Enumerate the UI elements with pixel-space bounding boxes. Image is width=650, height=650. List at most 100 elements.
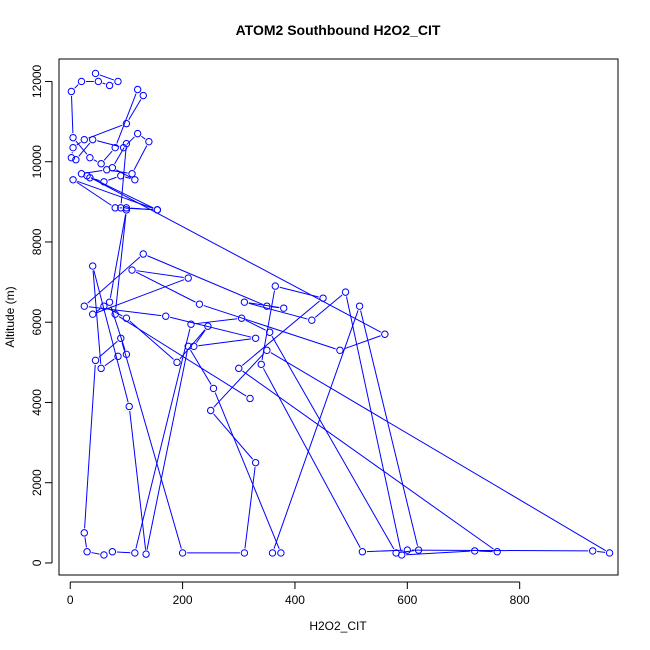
data-point	[133, 85, 142, 94]
data-point	[122, 350, 131, 359]
data-point	[100, 302, 108, 310]
series-segment	[74, 84, 79, 89]
data-point	[111, 204, 119, 212]
data-point	[80, 302, 88, 310]
y-tick-label: 10000	[30, 145, 44, 179]
series-segment	[91, 552, 100, 555]
data-point	[94, 77, 103, 86]
data-point	[206, 406, 215, 415]
series-segment	[245, 319, 266, 331]
series-segment	[76, 141, 81, 146]
series-segment	[88, 124, 123, 139]
series-segment	[102, 82, 106, 85]
series-segment	[146, 350, 188, 550]
data-point	[271, 282, 279, 290]
data-point	[355, 302, 364, 310]
series-segment	[90, 177, 154, 209]
y-tick-label: 0	[30, 559, 44, 566]
data-point	[122, 206, 131, 214]
series-segment	[314, 294, 343, 318]
series-segment	[104, 358, 115, 367]
series-segment	[88, 306, 162, 317]
data-point	[89, 262, 97, 270]
data-point	[471, 547, 479, 555]
data-point	[341, 288, 350, 296]
data-point	[589, 547, 597, 555]
series-segment	[343, 335, 381, 350]
x-tick-label: 400	[285, 593, 305, 607]
data-point	[108, 164, 117, 172]
series-segment	[273, 310, 359, 549]
x-tick-label: 800	[510, 593, 530, 607]
series-segment	[203, 305, 336, 350]
data-point	[83, 548, 91, 556]
data-point	[67, 154, 76, 162]
series-segment	[103, 150, 113, 161]
series-segment	[84, 364, 96, 529]
series-segment	[129, 410, 147, 550]
series-segment	[118, 316, 247, 397]
data-point	[319, 294, 327, 302]
series-segment	[121, 342, 182, 549]
data-point	[142, 550, 150, 558]
series-segment	[96, 308, 101, 312]
data-point	[153, 206, 162, 214]
data-point	[184, 342, 192, 350]
series-segment	[93, 270, 129, 403]
data-point	[97, 160, 105, 168]
data-point	[493, 548, 501, 556]
series-segment	[109, 214, 127, 298]
data-point	[89, 135, 97, 144]
data-point	[187, 320, 195, 328]
data-point	[251, 458, 260, 467]
data-point	[184, 274, 192, 282]
data-point	[100, 551, 108, 559]
series-segment	[116, 93, 137, 144]
series-segment	[126, 136, 135, 145]
data-point	[128, 266, 136, 274]
series-segment	[96, 279, 185, 314]
data-point	[240, 298, 249, 306]
data-point	[86, 154, 94, 162]
data-point	[268, 549, 277, 557]
data-point	[133, 129, 142, 138]
data-point	[105, 298, 114, 306]
series-segment	[124, 176, 131, 180]
data-point	[265, 328, 274, 336]
data-point	[246, 394, 254, 403]
series-segment	[78, 142, 91, 157]
series-segment	[108, 176, 117, 181]
series-segment	[135, 328, 191, 549]
data-point	[111, 143, 119, 152]
series-segment	[213, 353, 265, 408]
y-tick-label: 12000	[30, 64, 44, 98]
data-point	[83, 172, 91, 180]
y-tick-label: 6000	[30, 309, 44, 336]
data-point	[173, 358, 181, 367]
series-segment	[244, 467, 256, 549]
series-segment	[84, 537, 87, 548]
data-point	[139, 91, 147, 100]
data-point	[381, 330, 389, 338]
x-tick-label: 0	[67, 593, 74, 607]
data-point	[280, 304, 288, 312]
series-segment	[136, 270, 184, 278]
series-segment	[597, 550, 606, 553]
data-point	[91, 69, 100, 78]
data-point	[131, 549, 139, 557]
data-point	[80, 529, 88, 537]
chart-title: ATOM2 Southbound H2O2_CIT	[236, 22, 441, 38]
series-segment	[279, 286, 319, 298]
series-segment	[196, 329, 206, 343]
data-point	[605, 549, 614, 557]
series-segment	[90, 177, 382, 333]
series-segment	[128, 99, 142, 120]
data-point	[403, 546, 412, 554]
data-point	[69, 143, 77, 152]
data-point	[117, 334, 125, 342]
series-segment	[116, 551, 131, 554]
data-point	[122, 139, 131, 148]
data-point	[257, 360, 265, 369]
series-segment	[248, 302, 308, 320]
